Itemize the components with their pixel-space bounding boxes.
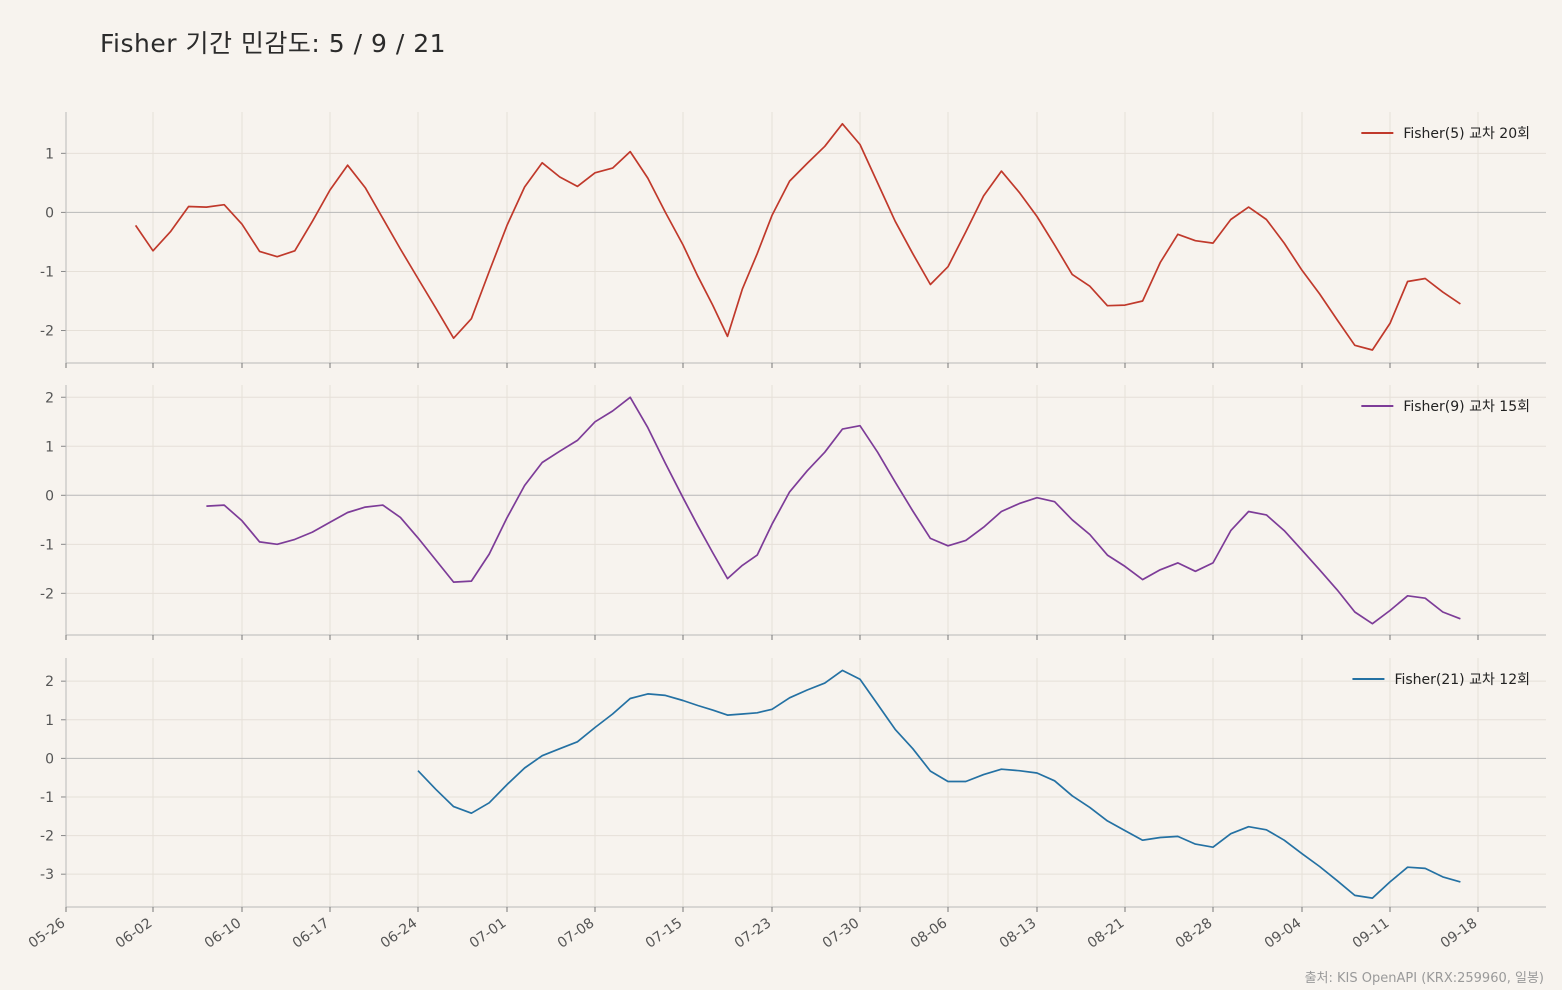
y-tick-label: 2 bbox=[45, 674, 54, 690]
legend-3: Fisher(21) 교차 12회 bbox=[1352, 672, 1530, 688]
series-line-1 bbox=[134, 122, 1461, 351]
y-tick-label: 1 bbox=[45, 146, 54, 162]
y-tick-label: -2 bbox=[40, 586, 54, 602]
y-tick-label: -2 bbox=[40, 829, 54, 845]
x-tick-label: 06-24 bbox=[378, 915, 421, 951]
y-tick-label: 2 bbox=[45, 390, 54, 406]
y-tick-label: -3 bbox=[40, 867, 54, 883]
x-tick-label: 09-04 bbox=[1262, 915, 1305, 951]
y-tick-label: -2 bbox=[40, 324, 54, 340]
legend-2: Fisher(9) 교차 15회 bbox=[1361, 399, 1530, 415]
legend-label: Fisher(5) 교차 20회 bbox=[1403, 126, 1530, 142]
series-line-2 bbox=[206, 396, 1461, 625]
y-tick-label: 0 bbox=[45, 205, 54, 221]
x-tick-label: 09-11 bbox=[1350, 915, 1393, 951]
x-tick-label: 08-28 bbox=[1173, 915, 1216, 951]
x-tick-label: 06-02 bbox=[113, 915, 156, 951]
legend-label: Fisher(21) 교차 12회 bbox=[1394, 672, 1530, 688]
y-tick-label: -1 bbox=[40, 264, 54, 280]
x-tick-label: 08-13 bbox=[997, 915, 1040, 951]
x-tick-label: 06-10 bbox=[202, 915, 245, 951]
series-line-3 bbox=[417, 669, 1461, 899]
x-tick-label: 07-01 bbox=[467, 915, 510, 951]
x-tick-label: 07-30 bbox=[820, 915, 863, 951]
x-tick-label: 07-15 bbox=[643, 915, 686, 951]
x-tick-label: 08-21 bbox=[1085, 915, 1128, 951]
x-tick-label: 09-18 bbox=[1438, 915, 1481, 951]
panel-2: 2 1 0 -1 -2 Fisher(9) 교차 15회 bbox=[40, 385, 1546, 640]
y-tick-label: 1 bbox=[45, 439, 54, 455]
x-tick-label: 08-06 bbox=[908, 915, 951, 951]
x-tick-label: 05-26 bbox=[26, 915, 69, 951]
x-tick-label: 07-08 bbox=[555, 915, 598, 951]
y-tick-label: 1 bbox=[45, 713, 54, 729]
y-tick-label: -1 bbox=[40, 537, 54, 553]
panel-3: 2 1 0 -1 -2 -3 Fisher(21) 교차 12회 bbox=[40, 658, 1546, 912]
x-tick-label: 07-23 bbox=[732, 915, 775, 951]
legend-label: Fisher(9) 교차 15회 bbox=[1403, 399, 1530, 415]
chart-title: Fisher 기간 민감도: 5 / 9 / 21 bbox=[100, 29, 447, 58]
y-tick-label: 0 bbox=[45, 751, 54, 767]
x-tick-label: 06-17 bbox=[290, 915, 333, 951]
source-note: 출처: KIS OpenAPI (KRX:259960, 일봉) bbox=[1304, 971, 1544, 986]
y-tick-label: -1 bbox=[40, 790, 54, 806]
panel-1: 1 0 -1 -2 Fisher(5) 교차 20회 bbox=[40, 112, 1546, 368]
legend-1: Fisher(5) 교차 20회 bbox=[1361, 126, 1530, 142]
y-tick-label: 0 bbox=[45, 488, 54, 504]
